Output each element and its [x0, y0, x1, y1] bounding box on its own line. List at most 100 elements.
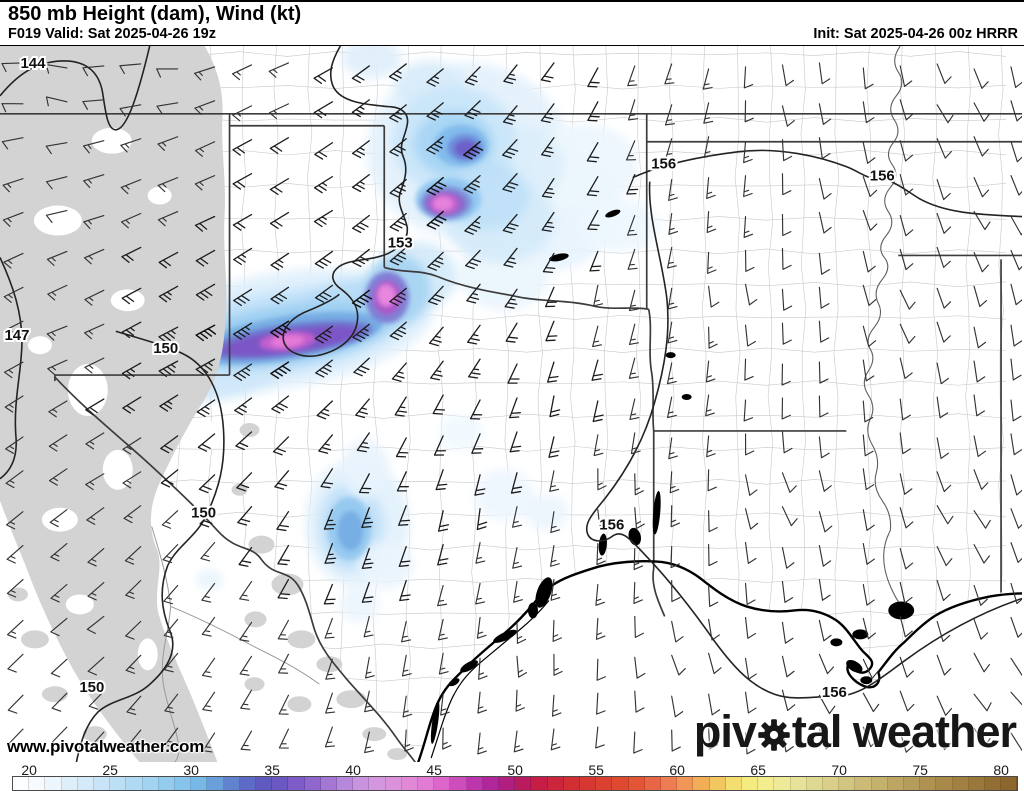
pivotal-weather-logo: piv tal weather	[693, 706, 1017, 758]
colorbar-tick-label: 75	[912, 762, 928, 778]
colorbar-tick-label: 80	[993, 762, 1009, 778]
colorbar-cell	[110, 777, 127, 790]
colorbar-cell	[709, 777, 726, 790]
colorbar-cell	[677, 777, 694, 790]
colorbar-cell	[288, 777, 305, 790]
svg-text:156: 156	[599, 517, 624, 534]
colorbar-tick-label: 20	[21, 762, 37, 778]
colorbar-cell	[401, 777, 418, 790]
colorbar-tick-label: 50	[507, 762, 523, 778]
height-contours	[0, 46, 1022, 765]
lakes-layer	[430, 209, 915, 744]
colorbar-cell	[353, 777, 370, 790]
top-border	[0, 0, 1024, 2]
colorbar-cell	[45, 777, 62, 790]
colorbar-tick-label: 30	[183, 762, 199, 778]
colorbar-cell	[612, 777, 629, 790]
logo-text-tal-weather: tal weather	[791, 706, 1017, 757]
colorbar-tick-label: 45	[426, 762, 442, 778]
colorbar-cell	[61, 777, 78, 790]
colorbar-cell	[904, 777, 921, 790]
gear-icon	[758, 719, 790, 751]
colorbar-cell	[466, 777, 483, 790]
colorbar-cell	[952, 777, 969, 790]
weather-map: 144 147 150 150 150 153 156 156 156 156	[0, 45, 1024, 766]
colorbar-cell	[126, 777, 143, 790]
svg-text:156: 156	[870, 168, 895, 185]
colorbar-cell	[887, 777, 904, 790]
colorbar-cell	[596, 777, 613, 790]
colorbar-cell	[580, 777, 597, 790]
colorbar-cell	[920, 777, 937, 790]
colorbar-cell	[806, 777, 823, 790]
colorbar-cell	[628, 777, 645, 790]
colorbar-gradient	[11, 776, 1019, 791]
colorbar-cell	[968, 777, 985, 790]
wind-speed-colorbar: 20 25 30 35 40 45 50 55 60 65 70 75 80	[0, 762, 1024, 791]
svg-text:150: 150	[191, 505, 216, 522]
colorbar-cell	[223, 777, 240, 790]
colorbar-tick-label: 65	[750, 762, 766, 778]
colorbar-cell	[320, 777, 337, 790]
colorbar-cell	[1001, 777, 1018, 790]
colorbar-cell	[936, 777, 953, 790]
colorbar-cell	[369, 777, 386, 790]
colorbar-cell	[823, 777, 840, 790]
colorbar-cell	[742, 777, 759, 790]
colorbar-cell	[499, 777, 516, 790]
colorbar-cell	[29, 777, 46, 790]
colorbar-cell	[661, 777, 678, 790]
colorbar-tick-label: 35	[264, 762, 280, 778]
colorbar-cell	[207, 777, 224, 790]
svg-text:150: 150	[153, 340, 178, 357]
colorbar-cell	[547, 777, 564, 790]
colorbar-cell	[563, 777, 580, 790]
colorbar-tick-label: 60	[669, 762, 685, 778]
colorbar-cell	[790, 777, 807, 790]
colorbar-cell	[77, 777, 94, 790]
colorbar-tick-label: 55	[588, 762, 604, 778]
coastline	[416, 560, 1022, 765]
colorbar-cell	[142, 777, 159, 790]
colorbar-cell	[256, 777, 273, 790]
colorbar-cell	[985, 777, 1002, 790]
colorbar-tick-label: 70	[831, 762, 847, 778]
colorbar-cell	[450, 777, 467, 790]
colorbar-cell	[839, 777, 856, 790]
colorbar-cell	[175, 777, 192, 790]
logo-text-piv: piv	[693, 706, 757, 757]
valid-time-label: F019 Valid: Sat 2025-04-26 19z	[8, 26, 216, 42]
colorbar-cell	[644, 777, 661, 790]
colorbar-cell	[871, 777, 888, 790]
colorbar-cell	[158, 777, 175, 790]
colorbar-cell	[418, 777, 435, 790]
colorbar-cell	[94, 777, 111, 790]
colorbar-tick-label: 25	[102, 762, 118, 778]
mexico-borders	[151, 526, 320, 765]
colorbar-cell	[191, 777, 208, 790]
colorbar-cell	[855, 777, 872, 790]
svg-text:150: 150	[79, 679, 104, 696]
colorbar-cell	[725, 777, 742, 790]
colorbar-cell	[434, 777, 451, 790]
svg-text:153: 153	[388, 234, 413, 251]
colorbar-cell	[272, 777, 289, 790]
colorbar-cell	[515, 777, 532, 790]
wind-barbs-layer	[1, 62, 1022, 755]
colorbar-cell	[385, 777, 402, 790]
colorbar-cell	[693, 777, 710, 790]
colorbar-cell	[304, 777, 321, 790]
colorbar-cell	[531, 777, 548, 790]
page-title: 850 mb Height (dam), Wind (kt)	[8, 3, 302, 25]
svg-text:147: 147	[4, 327, 29, 344]
colorbar-cell	[482, 777, 499, 790]
terrain-mask	[0, 46, 408, 765]
colorbar-cell	[239, 777, 256, 790]
colorbar-cell	[758, 777, 775, 790]
svg-text:156: 156	[651, 156, 676, 173]
contour-labels: 144 147 150 150 150 153 156 156 156 156	[2, 53, 896, 703]
svg-text:156: 156	[822, 684, 847, 701]
header: 850 mb Height (dam), Wind (kt) F019 Vali…	[0, 2, 1024, 45]
colorbar-cell	[774, 777, 791, 790]
